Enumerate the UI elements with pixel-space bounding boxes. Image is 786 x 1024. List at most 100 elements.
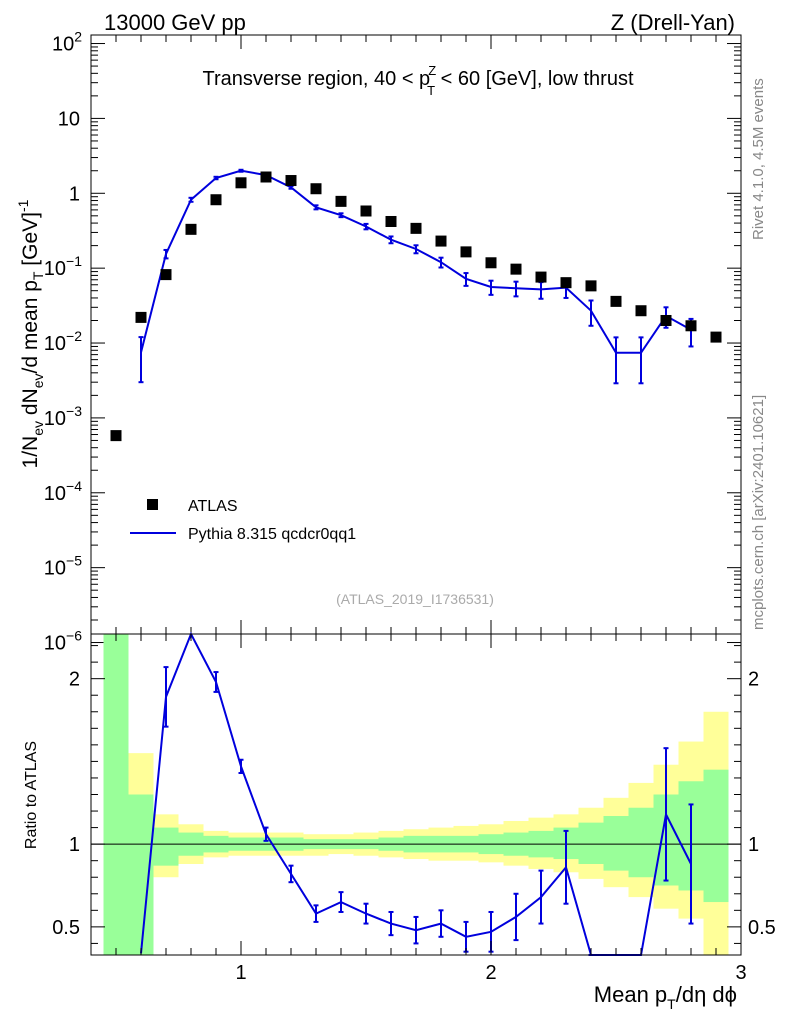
data-point bbox=[485, 257, 497, 269]
ylabel-c: /d mean p bbox=[19, 280, 42, 373]
tick-mantissa: 10 bbox=[44, 558, 66, 580]
data-point bbox=[335, 195, 347, 207]
ratio-y-tick-label: 2 bbox=[69, 669, 80, 691]
tick-mantissa: 10 bbox=[52, 34, 74, 56]
tick-mantissa: 10 bbox=[44, 258, 66, 280]
data-point bbox=[410, 222, 422, 234]
ratio-band-inner bbox=[578, 822, 604, 864]
data-point bbox=[185, 223, 197, 235]
tick-mantissa: 1 bbox=[69, 183, 80, 205]
tick-mantissa: 10 bbox=[44, 408, 66, 430]
mc-series-line bbox=[140, 169, 692, 354]
main-y-tick-label: 10−6 bbox=[44, 628, 82, 655]
tick-exponent: −5 bbox=[66, 553, 82, 569]
data-point bbox=[235, 177, 247, 189]
ratio-series-line bbox=[140, 631, 692, 956]
data-point bbox=[435, 235, 447, 247]
legend-label-pythia: Pythia 8.315 qcdcr0qq1 bbox=[188, 526, 356, 543]
tick-exponent: 2 bbox=[74, 29, 82, 45]
legend-marker-atlas bbox=[147, 499, 158, 510]
tick-mantissa: 10 bbox=[44, 333, 66, 355]
x-tick-label: 3 bbox=[735, 962, 746, 984]
main-y-tick-label: 10−3 bbox=[44, 403, 82, 430]
tick-mantissa: 10 bbox=[44, 483, 66, 505]
ylabel-d: [GeV] bbox=[19, 212, 42, 272]
tick-exponent: −3 bbox=[66, 403, 82, 419]
data-point bbox=[385, 215, 397, 227]
ratio-band-inner bbox=[128, 794, 154, 955]
data-point bbox=[535, 271, 547, 283]
ratio-y-tick-label-right: 1 bbox=[748, 834, 759, 856]
main-y-tick-label: 10−4 bbox=[44, 478, 82, 505]
ratio-y-tick-label-right: 0.5 bbox=[748, 917, 776, 939]
ylabel-b: dN bbox=[19, 388, 42, 421]
main-y-tick-label: 102 bbox=[52, 29, 82, 56]
data-point bbox=[160, 269, 172, 281]
tick-mantissa: 10 bbox=[58, 108, 80, 130]
ratio-band-inner bbox=[628, 807, 654, 878]
main-y-axis-label: 1/Nev dNev/d mean pT [GeV]-1 bbox=[15, 199, 46, 468]
main-plot-frame bbox=[90, 34, 742, 635]
ratio-y-tick-label: 0.5 bbox=[52, 917, 80, 939]
ratio-plot-content bbox=[91, 631, 741, 956]
ylabel-sub-ev2: ev bbox=[30, 373, 46, 388]
main-y-tick-label: 10−1 bbox=[44, 253, 82, 280]
xlabel-a: Mean p bbox=[594, 982, 667, 1007]
ratio-y-axis-label: Ratio to ATLAS bbox=[23, 741, 40, 849]
ylabel-sub-ev1: ev bbox=[30, 421, 46, 436]
tick-exponent: −2 bbox=[66, 328, 82, 344]
main-y-tick-label: 10−2 bbox=[44, 328, 82, 355]
tick-mantissa: 10 bbox=[44, 633, 66, 655]
ratio-band-inner bbox=[703, 769, 729, 903]
data-point bbox=[110, 430, 122, 442]
plot-title: Transverse region, 40 < pZ T < 60 [GeV], … bbox=[202, 63, 633, 98]
xlabel-b: /dη dϕ bbox=[676, 982, 737, 1007]
ratio-y-tick-label: 1 bbox=[69, 834, 80, 856]
main-y-tick-label: 1 bbox=[69, 183, 80, 205]
legend-label-atlas: ATLAS bbox=[188, 498, 238, 515]
data-point bbox=[260, 171, 272, 183]
tick-exponent: −4 bbox=[66, 478, 82, 494]
plot-title-sub: T bbox=[427, 83, 435, 98]
ylabel-sub-t: T bbox=[30, 271, 46, 280]
mcplots-source-label: mcplots.cern.ch [arXiv:2401.10621] bbox=[750, 395, 767, 630]
watermark-label: (ATLAS_2019_I1736531) bbox=[336, 591, 494, 607]
data-point bbox=[610, 295, 622, 307]
data-point bbox=[585, 280, 597, 292]
data-point bbox=[635, 305, 647, 317]
process-label: Z (Drell-Yan) bbox=[611, 10, 735, 35]
plot-title-sup: Z bbox=[428, 63, 436, 78]
tick-exponent: −6 bbox=[66, 628, 82, 644]
main-plot-content bbox=[110, 168, 722, 442]
main-y-tick-label: 10−5 bbox=[44, 553, 82, 580]
x-axis-label: Mean pT/dη dϕ bbox=[594, 982, 737, 1012]
data-point bbox=[360, 205, 372, 217]
legend: ATLAS Pythia 8.315 qcdcr0qq1 bbox=[130, 498, 356, 543]
ylabel-a: 1/N bbox=[19, 436, 42, 469]
ratio-band-inner bbox=[103, 634, 129, 955]
main-y-tick-label: 10 bbox=[58, 108, 80, 130]
data-point bbox=[285, 175, 297, 187]
data-point bbox=[510, 263, 522, 275]
data-point bbox=[135, 311, 147, 323]
rivet-version-label: Rivet 4.1.0, 4.5M events bbox=[750, 78, 767, 240]
energy-label: 13000 GeV pp bbox=[104, 10, 246, 35]
plot-title-text-a: Transverse region, 40 < p bbox=[202, 68, 430, 90]
xlabel-sub: T bbox=[667, 996, 676, 1012]
data-point bbox=[660, 314, 672, 326]
data-point bbox=[710, 331, 722, 343]
ratio-plot-panel: 0.5 0.5 1 1 2 2 1 2 3 Ratio to ATLAS Mean pT/dη … bbox=[23, 631, 776, 1012]
ylabel-sup: -1 bbox=[15, 199, 31, 212]
data-point bbox=[560, 277, 572, 289]
data-point bbox=[685, 320, 697, 332]
plot-title-text-b: < 60 [GeV], low thrust bbox=[435, 68, 634, 90]
ratio-band-inner bbox=[603, 816, 629, 871]
x-tick-label: 1 bbox=[235, 962, 246, 984]
data-point bbox=[210, 194, 222, 206]
data-point bbox=[460, 246, 472, 258]
tick-exponent: −1 bbox=[66, 253, 82, 269]
ratio-band-inner bbox=[153, 827, 179, 866]
